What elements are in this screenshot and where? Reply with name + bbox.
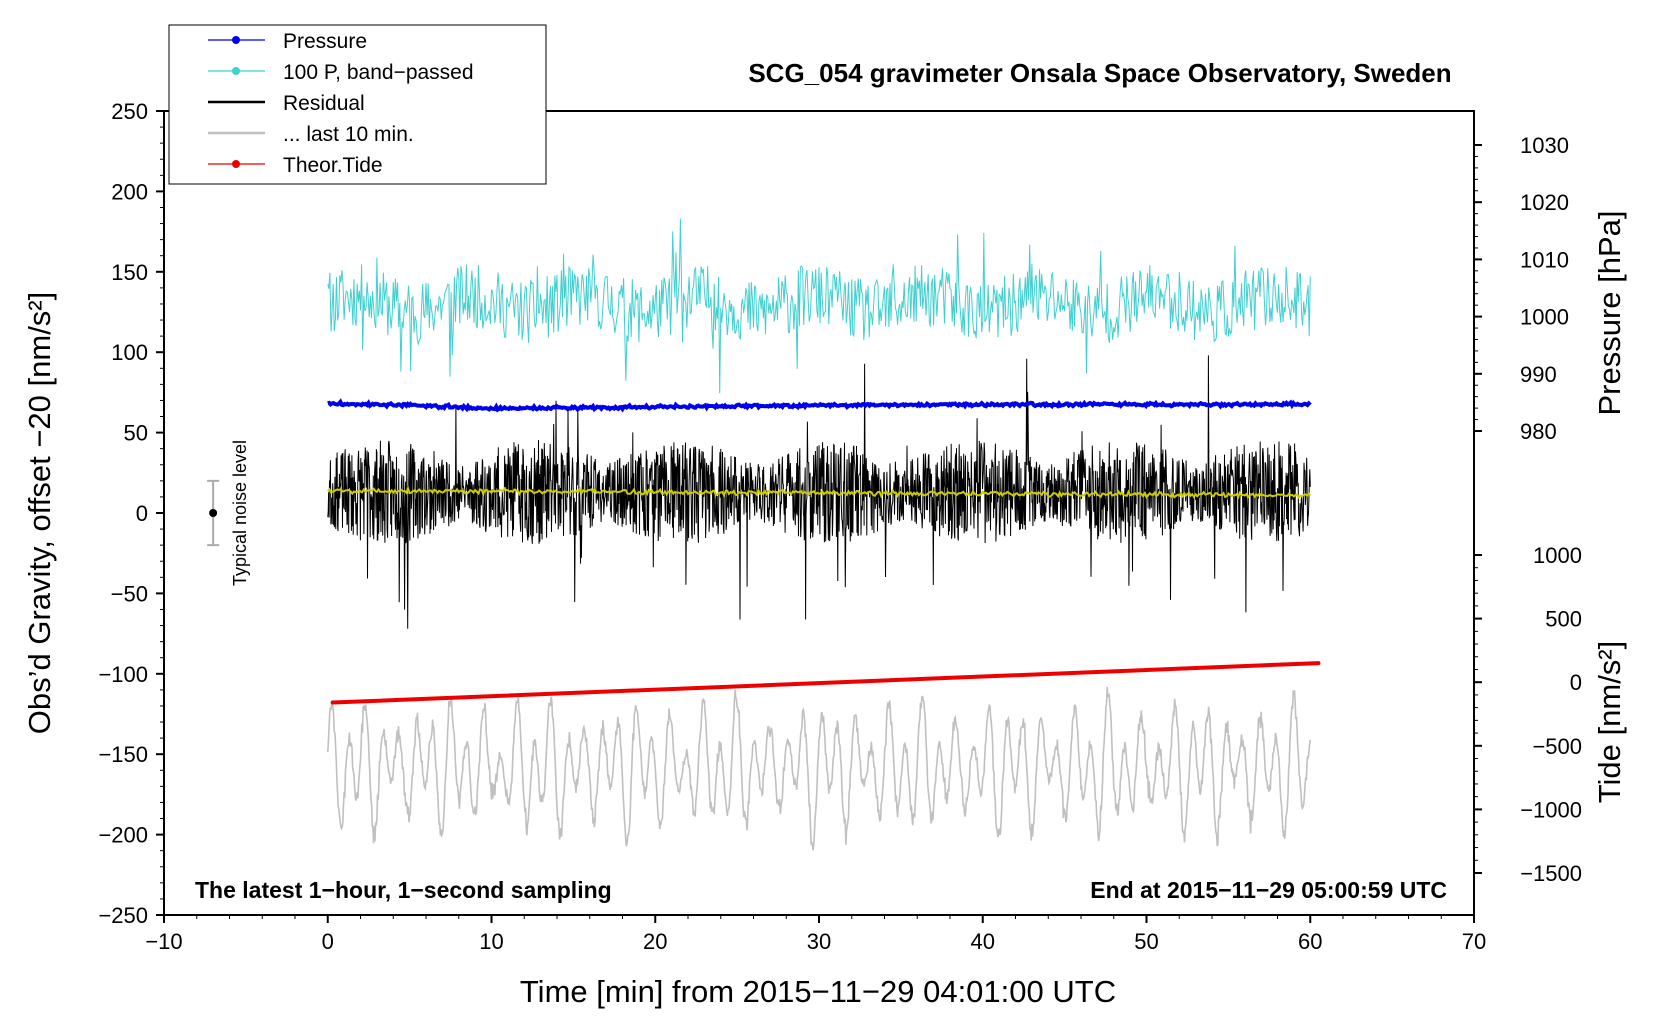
y-left-tick-label: −150 [98, 742, 148, 767]
x-tick-label: −10 [145, 929, 182, 954]
y-left-tick-label: −200 [98, 823, 148, 848]
tide-tick-label: 1000 [1533, 543, 1582, 568]
tide-tick-label: −1000 [1520, 797, 1582, 822]
legend-box [168, 24, 547, 185]
x-tick-label: 30 [807, 929, 831, 954]
series-theor-tide [330, 661, 1321, 705]
x-tick-label: 70 [1462, 929, 1486, 954]
x-axis-title: Time [min] from 2015−11−29 04:01:00 UTC [520, 974, 1116, 1009]
x-tick-label: 40 [971, 929, 995, 954]
x-tick-label: 50 [1134, 929, 1158, 954]
tide-tick-label: 500 [1545, 607, 1582, 632]
x-tick-label: 10 [479, 929, 503, 954]
y-axis-title-pressure: Pressure [hPa] [1592, 210, 1627, 415]
legend-swatches [208, 36, 265, 168]
legend-label-residual: Residual [283, 92, 365, 115]
tide-tick-label: 0 [1570, 670, 1582, 695]
y-axis-title-left: Obs’d Gravity, offset −20 [nm/s²] [22, 292, 57, 735]
y-left-tick-label: 50 [124, 421, 148, 446]
y-left-tick-label: 100 [111, 340, 148, 365]
legend-swatch-dot [232, 36, 240, 44]
y-left-tick-label: 0 [136, 501, 148, 526]
y-left-tick-label: 200 [111, 179, 148, 204]
legend-label-last-10-min: ... last 10 min. [283, 123, 414, 146]
annotation-bottom-right: End at 2015−11−29 05:00:59 UTC [1090, 877, 1447, 903]
pressure-tick-label: 1030 [1520, 133, 1569, 158]
pressure-tick-label: 1010 [1520, 247, 1569, 272]
legend-swatch-dot [232, 67, 240, 75]
series-layer [327, 218, 1321, 851]
series-last-10-min [327, 686, 1312, 851]
y-left-tick-label: 250 [111, 99, 148, 124]
tide-tick-label: −1500 [1520, 861, 1582, 886]
y-left-tick-label: −100 [98, 662, 148, 687]
series-pressure [327, 398, 1312, 413]
series-residual-smoothed [327, 485, 1312, 500]
legend-label-pressure: Pressure [283, 30, 367, 53]
tide-tick-label: −500 [1532, 734, 1582, 759]
series-residual [327, 355, 1311, 629]
series-band-passed-pressure [327, 218, 1311, 394]
pressure-tick-label: 990 [1520, 362, 1557, 387]
noise-level-label: Typical noise level [230, 440, 250, 586]
pressure-tick-label: 1020 [1520, 190, 1569, 215]
legend: Pressure 100 P, band−passed Residual ...… [168, 24, 547, 185]
chart-title: SCG_054 gravimeter Onsala Space Observat… [748, 58, 1451, 88]
legend-label-theor-tide: Theor.Tide [283, 154, 383, 177]
noise-indicator [207, 479, 220, 547]
pressure-tick-label: 980 [1520, 419, 1557, 444]
y-left-tick-label: 150 [111, 260, 148, 285]
y-axis-title-tide: Tide [nm/s²] [1592, 641, 1627, 804]
y-left-tick-label: −250 [98, 903, 148, 928]
noise-bar-center-dot [209, 509, 218, 517]
axis-ticks: −10 0 10 20 30 40 50 60 70250200150100500−50−100… [98, 99, 1582, 954]
pressure-tick-label: 1000 [1520, 305, 1569, 330]
annotation-bottom-left: The latest 1−hour, 1−second sampling [195, 877, 612, 903]
y-left-tick-label: −50 [111, 581, 148, 606]
x-tick-label: 60 [1298, 929, 1322, 954]
legend-label-band-passed: 100 P, band−passed [283, 61, 474, 84]
legend-swatch-dot [232, 160, 240, 168]
x-tick-label: 0 [322, 929, 334, 954]
x-tick-label: 20 [643, 929, 667, 954]
